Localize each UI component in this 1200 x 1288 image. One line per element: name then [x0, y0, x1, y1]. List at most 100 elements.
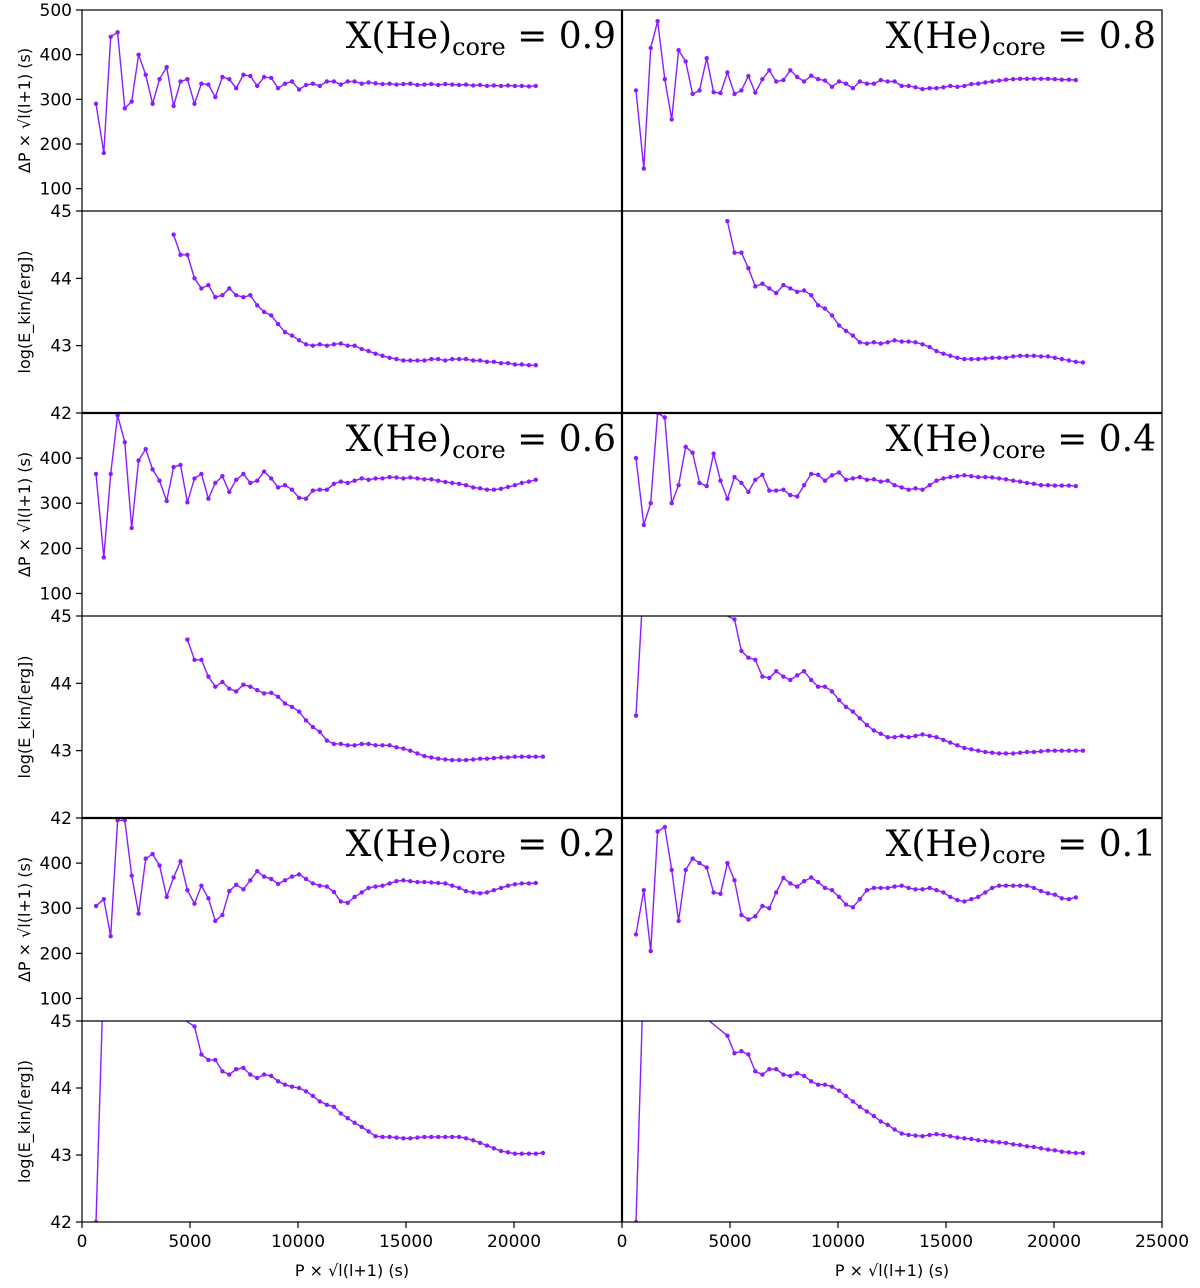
- data-point: [380, 883, 385, 888]
- series-line: [635, 21, 1076, 169]
- data-point: [192, 276, 197, 281]
- data-point: [261, 874, 267, 879]
- data-point: [471, 485, 476, 490]
- data-point: [359, 1124, 364, 1130]
- data-point: [878, 77, 883, 83]
- data-point: [394, 82, 399, 87]
- series-markers: [633, 413, 1079, 528]
- data-point: [809, 73, 814, 78]
- data-point: [269, 313, 274, 318]
- data-point: [850, 1099, 856, 1104]
- data-point: [990, 750, 995, 755]
- data-point: [255, 869, 260, 874]
- data-point: [394, 879, 399, 884]
- data-point: [1038, 888, 1044, 894]
- data-point: [443, 81, 448, 87]
- data-point: [436, 82, 441, 88]
- series-markers: [185, 637, 546, 763]
- data-point: [227, 489, 232, 495]
- data-point: [359, 890, 364, 895]
- data-point: [1059, 1149, 1065, 1154]
- data-point: [178, 252, 183, 257]
- data-point: [450, 82, 455, 87]
- data-point: [275, 1079, 281, 1084]
- data-point: [864, 888, 870, 893]
- y-tick-label: 300: [40, 494, 72, 514]
- data-point: [136, 458, 141, 463]
- data-point: [906, 735, 911, 740]
- data-point: [324, 79, 330, 84]
- data-point: [976, 1138, 981, 1143]
- data-point: [512, 362, 518, 367]
- data-point: [533, 754, 538, 759]
- data-point: [990, 355, 995, 360]
- series-line: [186, 639, 543, 761]
- data-point: [401, 476, 406, 481]
- data-point: [192, 476, 197, 481]
- data-point: [948, 1134, 953, 1139]
- data-point: [801, 79, 807, 84]
- data-point: [296, 338, 302, 343]
- data-point: [871, 1113, 877, 1119]
- data-point: [906, 83, 911, 89]
- data-point: [1024, 353, 1030, 358]
- panel-dp-r0-c0: 100 200 300 400 500 ΔP × √l(l+1) (s) X(He)core…: [15, 1, 616, 200]
- data-point: [1073, 483, 1079, 489]
- data-point: [234, 882, 239, 887]
- data-point: [983, 356, 988, 361]
- data-point: [1038, 354, 1044, 359]
- series-markers: [93, 413, 538, 560]
- series-markers: [725, 218, 1086, 365]
- data-point: [108, 471, 113, 477]
- data-point: [477, 486, 483, 491]
- data-point: [491, 359, 497, 364]
- data-point: [443, 479, 448, 485]
- data-point: [718, 478, 723, 483]
- data-point: [533, 83, 538, 89]
- data-point: [213, 94, 218, 100]
- data-point: [498, 1148, 504, 1154]
- data-point: [1045, 891, 1051, 896]
- data-point: [471, 358, 476, 363]
- data-point: [899, 1131, 904, 1136]
- data-point: [955, 1135, 960, 1140]
- data-point: [1017, 353, 1023, 358]
- data-point: [192, 657, 197, 662]
- data-point: [519, 881, 524, 886]
- y-tick-label: 43: [50, 1146, 72, 1166]
- data-point: [732, 878, 737, 883]
- data-point: [408, 879, 413, 884]
- data-point: [463, 82, 469, 87]
- data-point: [941, 476, 946, 481]
- data-point: [338, 341, 343, 346]
- data-point: [394, 1135, 399, 1140]
- data-point: [108, 34, 113, 39]
- data-point: [394, 745, 399, 750]
- data-point: [512, 882, 518, 887]
- data-point: [725, 1033, 730, 1038]
- data-point: [359, 476, 364, 481]
- data-point: [310, 881, 316, 886]
- data-point: [836, 894, 842, 900]
- series-markers: [171, 232, 538, 368]
- data-point: [275, 694, 281, 699]
- data-point: [498, 885, 504, 891]
- y-tick-label: 42: [50, 1213, 72, 1233]
- data-point: [234, 86, 239, 91]
- data-point: [1080, 1150, 1086, 1156]
- data-point: [324, 884, 330, 889]
- data-point: [969, 747, 974, 752]
- data-point: [1024, 1144, 1030, 1149]
- data-point: [533, 363, 538, 368]
- data-point: [206, 282, 211, 288]
- data-point: [711, 451, 716, 456]
- series-markers: [633, 824, 1079, 954]
- data-point: [767, 906, 772, 911]
- data-point: [983, 749, 988, 755]
- data-point: [962, 1136, 967, 1141]
- data-point: [878, 479, 883, 484]
- data-point: [927, 885, 932, 891]
- y-tick-label: 45: [50, 607, 72, 627]
- data-point: [505, 755, 511, 760]
- data-point: [1038, 76, 1044, 82]
